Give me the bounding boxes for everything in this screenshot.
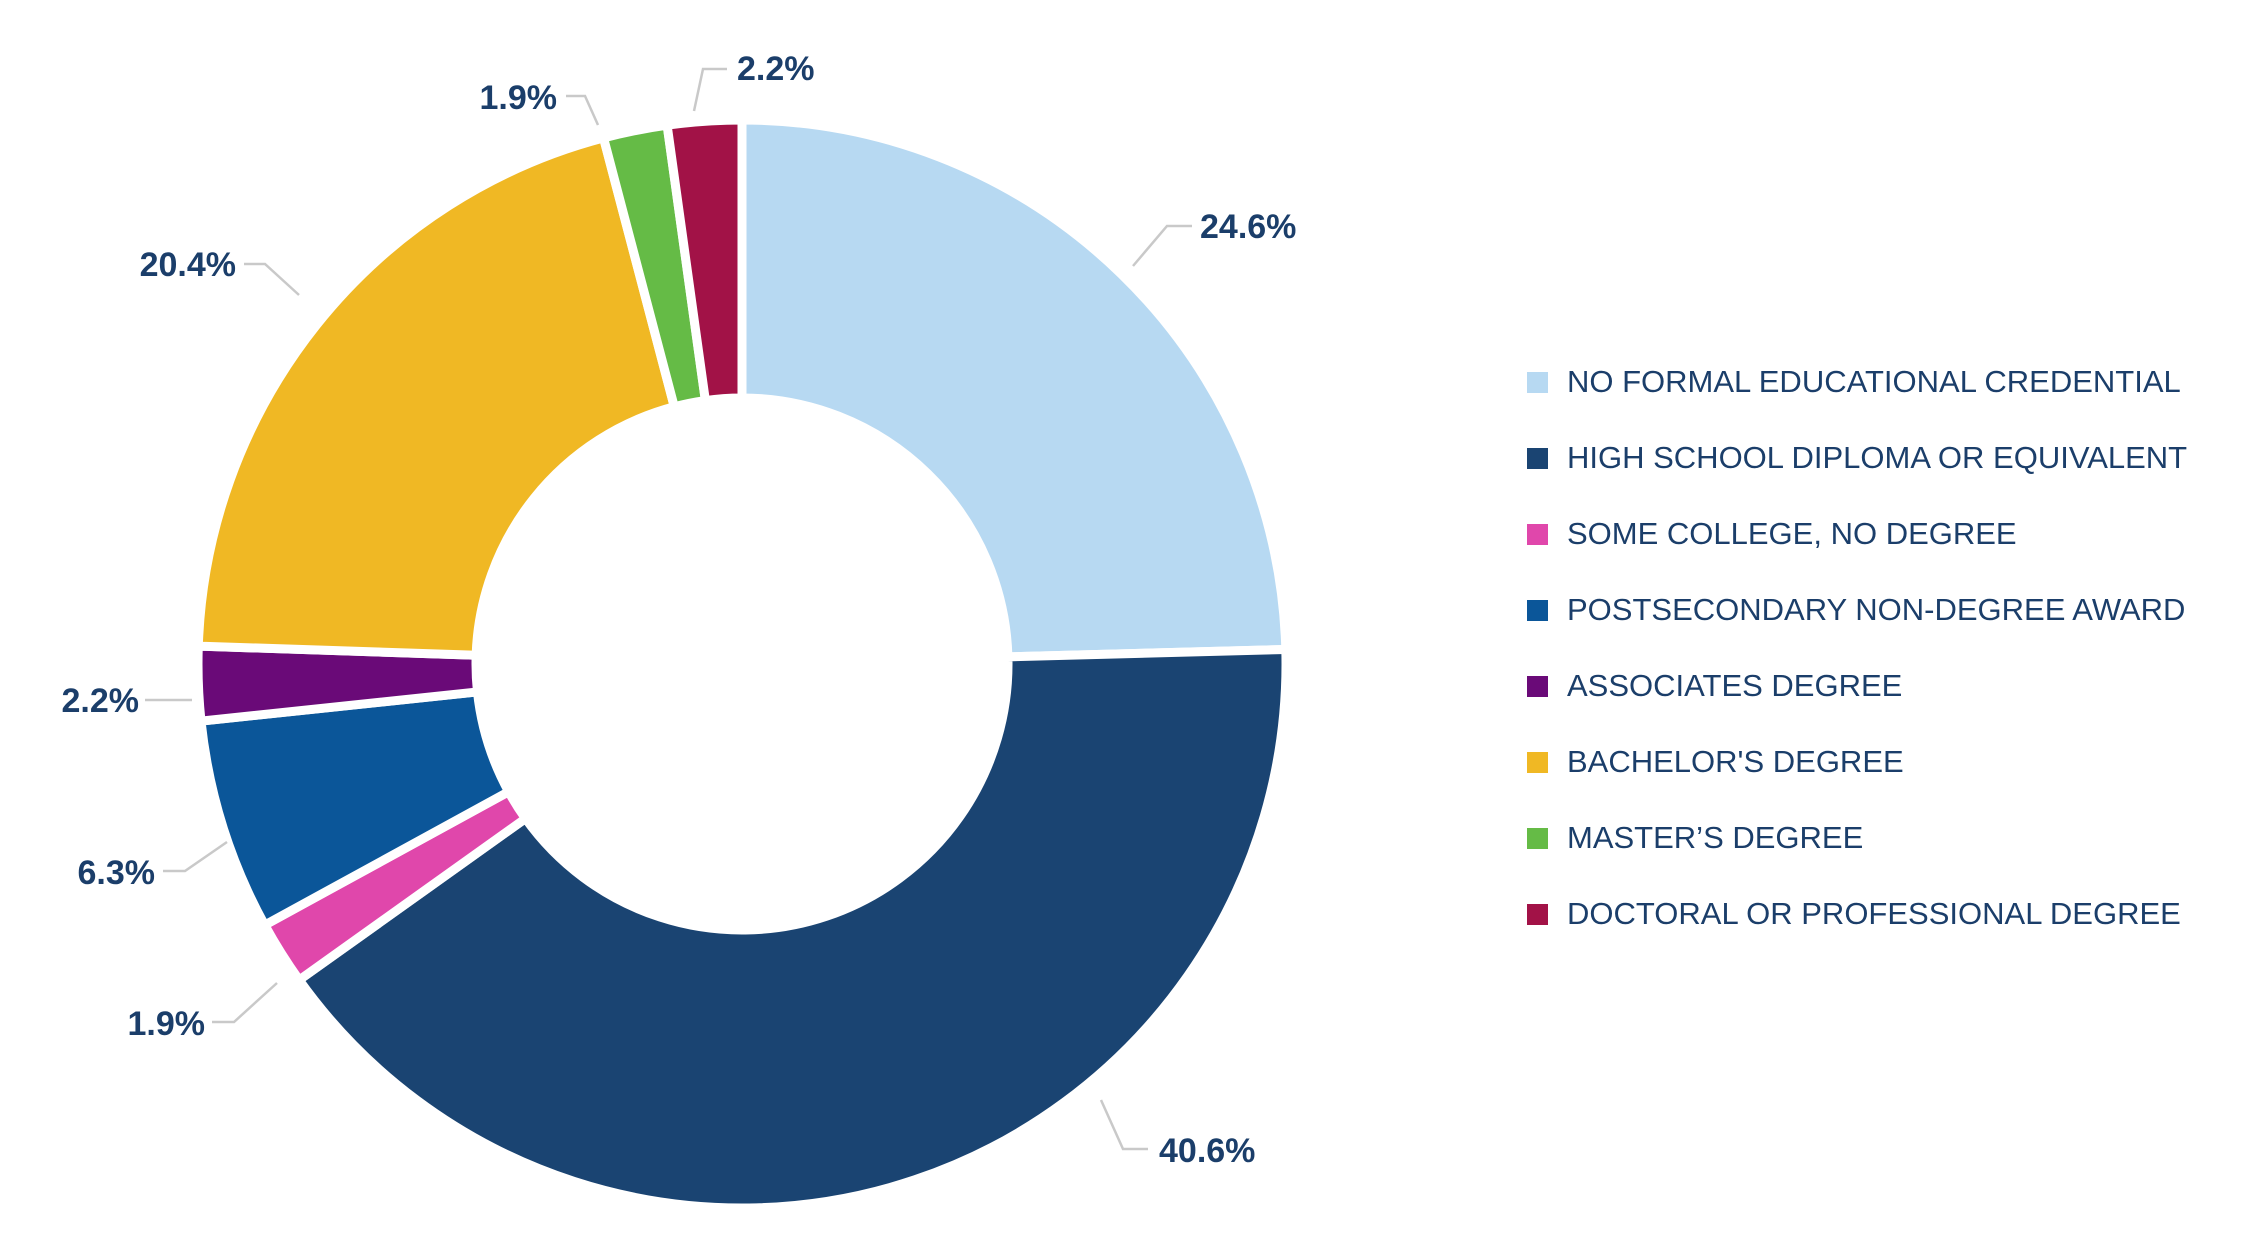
legend-label: DOCTORAL OR PROFESSIONAL DEGREE: [1567, 896, 2181, 931]
legend-swatch: [1527, 447, 1548, 469]
data-label-high-school-diploma-or-equivalent: 40.6%: [1159, 1132, 1255, 1170]
donut-slices: [193, 115, 1291, 1213]
slice-no-formal-educational-credential: [737, 115, 1291, 662]
legend-item-master-s-degree: MASTER’S DEGREE: [1527, 800, 2227, 876]
legend-item-associates-degree: ASSOCIATES DEGREE: [1527, 648, 2227, 724]
legend-item-no-formal-educational-credential: NO FORMAL EDUCATIONAL CREDENTIAL: [1527, 344, 2227, 420]
legend-item-bachelor-s-degree: BACHELOR'S DEGREE: [1527, 724, 2227, 800]
leader-line-high-school-diploma-or-equivalent: [1099, 1099, 1148, 1151]
leader-line-bachelor-s-degree: [244, 262, 300, 296]
legend-swatch: [1527, 827, 1548, 849]
leader-line-master-s-degree: [566, 94, 600, 126]
data-label-no-formal-educational-credential: 24.6%: [1200, 208, 1296, 246]
chart-legend: NO FORMAL EDUCATIONAL CREDENTIAL HIGH SCH…: [1527, 344, 2227, 952]
legend-label: HIGH SCHOOL DIPLOMA OR EQUIVALENT: [1567, 440, 2188, 475]
legend-label: BACHELOR'S DEGREE: [1567, 744, 1904, 779]
legend-swatch: [1527, 903, 1548, 925]
leader-line-doctoral-or-professional-degree: [692, 67, 727, 112]
data-label-associates-degree: 2.2%: [62, 682, 140, 720]
leader-line-no-formal-educational-credential: [1132, 224, 1192, 267]
data-label-some-college-no-degree: 1.9%: [128, 1005, 206, 1043]
legend-label: NO FORMAL EDUCATIONAL CREDENTIAL: [1567, 364, 2181, 399]
slice-high-school-diploma-or-equivalent: [292, 644, 1291, 1213]
legend-item-doctoral-or-professional-degree: DOCTORAL OR PROFESSIONAL DEGREE: [1527, 876, 2227, 952]
legend-item-postsecondary-non-degree-award: POSTSECONDARY NON-DEGREE AWARD: [1527, 572, 2227, 648]
data-label-master-s-degree: 1.9%: [480, 79, 558, 117]
legend-swatch: [1527, 371, 1548, 393]
legend-swatch: [1527, 599, 1548, 621]
legend-item-some-college-no-degree: SOME COLLEGE, NO DEGREE: [1527, 496, 2227, 572]
slice-bachelor-s-degree: [193, 132, 680, 660]
legend-label: ASSOCIATES DEGREE: [1567, 668, 1903, 703]
label-leader-lines: [145, 67, 1192, 1151]
data-label-postsecondary-non-degree-award: 6.3%: [78, 854, 156, 892]
slice-doctoral-or-professional-degree: [662, 115, 747, 406]
legend-label: POSTSECONDARY NON-DEGREE AWARD: [1567, 592, 2186, 627]
data-labels: 24.6% 40.6% 1.9% 6.3% 2.2% 20.4% 1.9% 2.2%: [62, 50, 1297, 1170]
legend-item-high-school-diploma-or-equivalent: HIGH SCHOOL DIPLOMA OR EQUIVALENT: [1527, 420, 2227, 496]
leader-line-some-college-no-degree: [212, 982, 278, 1024]
data-label-bachelor-s-degree: 20.4%: [140, 246, 236, 284]
legend-label: SOME COLLEGE, NO DEGREE: [1567, 516, 2017, 551]
data-label-doctoral-or-professional-degree: 2.2%: [737, 50, 815, 88]
legend-swatch: [1527, 523, 1548, 545]
legend-swatch: [1527, 751, 1548, 773]
leader-line-postsecondary-non-degree-award: [163, 840, 228, 873]
legend-label: MASTER’S DEGREE: [1567, 820, 1864, 855]
legend-swatch: [1527, 675, 1548, 697]
